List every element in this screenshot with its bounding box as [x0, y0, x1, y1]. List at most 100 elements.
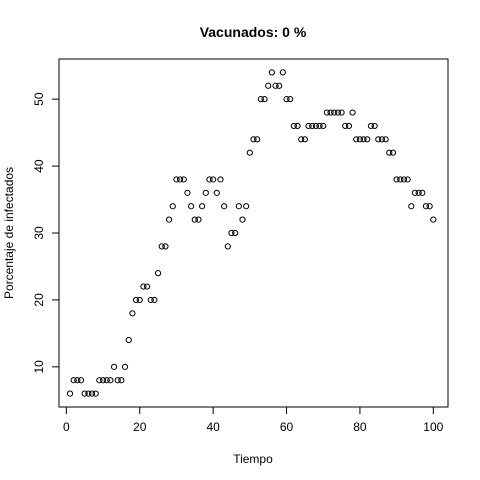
x-tick-label: 80	[353, 420, 367, 434]
data-point	[206, 176, 213, 183]
data-point	[129, 310, 136, 317]
data-point	[320, 122, 327, 130]
data-point	[191, 216, 198, 223]
data-point	[397, 176, 404, 183]
y-axis: 10 20 30 40 50	[32, 92, 60, 374]
data-point	[239, 216, 246, 223]
data-point	[81, 390, 88, 397]
data-point	[287, 96, 294, 103]
data-point	[136, 296, 143, 304]
data-point	[162, 243, 169, 250]
data-point	[232, 229, 239, 237]
data-point	[224, 243, 231, 250]
data-point	[294, 122, 301, 130]
y-tick-label: 20	[32, 293, 46, 307]
data-point	[114, 377, 121, 384]
data-point	[184, 189, 191, 196]
data-point	[118, 377, 125, 384]
data-point	[415, 189, 422, 196]
data-point	[235, 203, 242, 210]
data-point	[353, 136, 360, 143]
data-point	[338, 109, 345, 116]
data-point	[283, 96, 290, 103]
data-point	[143, 283, 151, 290]
data-point	[99, 377, 107, 384]
data-point	[243, 203, 250, 210]
data-point	[107, 377, 114, 384]
data-point	[140, 283, 147, 290]
data-point	[327, 109, 334, 116]
data-point	[110, 363, 118, 370]
data-point	[158, 243, 165, 250]
data-point	[92, 390, 99, 397]
data-point	[411, 189, 419, 196]
x-tick-label: 20	[133, 420, 147, 434]
data-point	[66, 390, 74, 397]
data-point	[389, 149, 397, 156]
data-point	[265, 82, 272, 89]
data-point	[312, 122, 319, 130]
data-point	[360, 136, 367, 143]
data-point	[210, 176, 217, 183]
y-tick-label: 10	[32, 360, 46, 374]
data-point	[430, 216, 437, 223]
data-point	[386, 149, 393, 156]
data-point	[356, 136, 364, 143]
data-point	[250, 136, 257, 143]
data-point	[70, 377, 77, 384]
data-point	[419, 189, 426, 196]
data-point	[316, 122, 323, 130]
data-point	[180, 176, 187, 183]
data-point	[298, 136, 305, 143]
data-point	[422, 203, 430, 210]
data-point	[177, 176, 184, 183]
data-point	[202, 189, 209, 196]
data-point	[213, 189, 220, 196]
data-point	[276, 82, 283, 89]
x-axis: 0 20 40 60 80 100	[63, 406, 444, 434]
data-point	[349, 109, 356, 116]
data-point	[323, 109, 330, 116]
x-tick-label: 60	[280, 420, 294, 434]
data-point	[331, 109, 338, 116]
data-point	[393, 176, 400, 183]
data-point	[246, 149, 253, 156]
data-point	[334, 109, 342, 116]
data-point	[195, 216, 202, 223]
y-tick-label: 50	[32, 92, 46, 106]
x-tick-label: 100	[423, 420, 443, 434]
data-point	[173, 176, 180, 183]
data-point	[382, 136, 389, 143]
data-point	[125, 336, 132, 344]
data-point	[121, 363, 129, 370]
data-point	[342, 122, 349, 130]
data-point	[290, 122, 297, 130]
data-point	[254, 136, 261, 143]
data-point	[426, 203, 433, 210]
data-point	[375, 136, 382, 143]
data-point	[96, 377, 103, 384]
x-tick-label: 0	[63, 420, 70, 434]
data-point	[309, 122, 316, 130]
data-point	[165, 216, 173, 223]
data-point	[345, 122, 353, 130]
data-point	[268, 69, 275, 76]
data-point	[151, 296, 158, 304]
data-point	[103, 377, 110, 384]
data-point	[217, 176, 224, 183]
data-point	[221, 203, 228, 210]
data-point	[228, 229, 235, 237]
data-point	[77, 377, 85, 384]
data-point	[301, 136, 308, 143]
data-point	[257, 96, 264, 103]
data-point	[147, 296, 154, 304]
y-axis-label: Porcentaje de infectados	[2, 167, 16, 299]
data-points	[66, 69, 437, 397]
data-point	[199, 203, 206, 210]
data-point	[378, 136, 386, 143]
data-point	[85, 390, 92, 397]
data-point	[74, 377, 81, 384]
data-point	[400, 176, 408, 183]
data-point	[169, 203, 176, 210]
